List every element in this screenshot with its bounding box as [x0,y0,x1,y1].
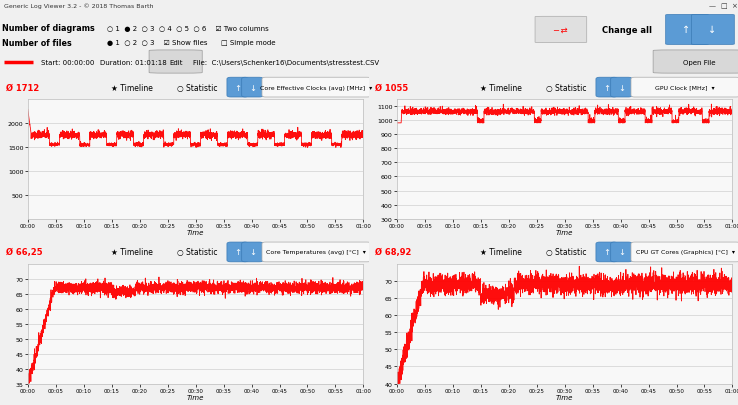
Text: ○ 1  ● 2  ○ 3  ○ 4  ○ 5  ○ 6    ☑ Two columns: ○ 1 ● 2 ○ 3 ○ 4 ○ 5 ○ 6 ☑ Two columns [107,26,269,32]
Text: ─ ⇄: ─ ⇄ [554,26,568,35]
Text: ○ Statistic: ○ Statistic [546,248,587,257]
Text: □: □ [720,3,726,9]
Text: ★ Timeline: ★ Timeline [480,248,522,257]
Text: ↓: ↓ [249,248,256,257]
Text: Ø 68,92: Ø 68,92 [375,248,411,257]
X-axis label: Time: Time [556,230,573,236]
Text: ↓: ↓ [618,248,625,257]
Text: ↓: ↓ [249,83,256,92]
FancyBboxPatch shape [535,17,587,43]
Text: Ø 66,25: Ø 66,25 [6,248,42,257]
Text: GPU Clock [MHz]  ▾: GPU Clock [MHz] ▾ [655,85,715,90]
Text: Open File: Open File [683,60,716,65]
Text: CPU GT Cores (Graphics) [°C]  ▾: CPU GT Cores (Graphics) [°C] ▾ [635,250,735,255]
Text: Core Temperatures (avg) [°C]  ▾: Core Temperatures (avg) [°C] ▾ [266,250,366,255]
Text: ○ Statistic: ○ Statistic [177,248,218,257]
Text: ↑: ↑ [603,83,610,92]
X-axis label: Time: Time [556,394,573,400]
FancyBboxPatch shape [227,243,248,262]
Text: File:  C:\Users\Schenker16\Documents\stresstest.CSV: File: C:\Users\Schenker16\Documents\stre… [193,60,379,65]
FancyBboxPatch shape [262,78,370,98]
Text: ↑: ↑ [234,83,241,92]
Text: ● 1  ○ 2  ○ 3    ☑ Show files      □ Simple mode: ● 1 ○ 2 ○ 3 ☑ Show files □ Simple mode [107,40,275,46]
FancyBboxPatch shape [611,243,632,262]
Text: Ø 1055: Ø 1055 [375,83,408,92]
Text: Start: 00:00:00: Start: 00:00:00 [41,60,94,65]
X-axis label: Time: Time [187,394,204,400]
Text: ↑: ↑ [682,26,691,35]
Text: —: — [708,3,716,9]
Text: ↓: ↓ [618,83,625,92]
Text: ↓: ↓ [708,26,717,35]
Text: Number of diagrams: Number of diagrams [2,24,95,33]
Text: Change all: Change all [602,26,652,35]
FancyBboxPatch shape [666,15,708,45]
Text: ↑: ↑ [603,248,610,257]
FancyBboxPatch shape [227,78,248,98]
Text: Generic Log Viewer 3.2 - © 2018 Thomas Barth: Generic Log Viewer 3.2 - © 2018 Thomas B… [4,3,154,9]
FancyBboxPatch shape [242,243,263,262]
FancyBboxPatch shape [242,78,263,98]
Text: ★ Timeline: ★ Timeline [111,248,153,257]
FancyBboxPatch shape [596,78,617,98]
FancyBboxPatch shape [596,243,617,262]
FancyBboxPatch shape [692,15,734,45]
FancyBboxPatch shape [653,51,738,74]
Text: ○ Statistic: ○ Statistic [177,83,218,92]
X-axis label: Time: Time [187,230,204,236]
Text: Duration: 01:01:18: Duration: 01:01:18 [100,60,166,65]
Text: Core Effective Clocks (avg) [MHz]  ▾: Core Effective Clocks (avg) [MHz] ▾ [260,85,373,90]
Text: ○ Statistic: ○ Statistic [546,83,587,92]
FancyBboxPatch shape [631,243,738,262]
Text: ★ Timeline: ★ Timeline [480,83,522,92]
Text: ★ Timeline: ★ Timeline [111,83,153,92]
FancyBboxPatch shape [262,243,370,262]
FancyBboxPatch shape [611,78,632,98]
Text: Number of files: Number of files [2,38,72,48]
Text: Edit: Edit [169,60,182,65]
FancyBboxPatch shape [631,78,738,98]
FancyBboxPatch shape [149,51,202,74]
Text: Ø 1712: Ø 1712 [6,83,39,92]
Text: ↑: ↑ [234,248,241,257]
Text: ×: × [731,3,737,9]
